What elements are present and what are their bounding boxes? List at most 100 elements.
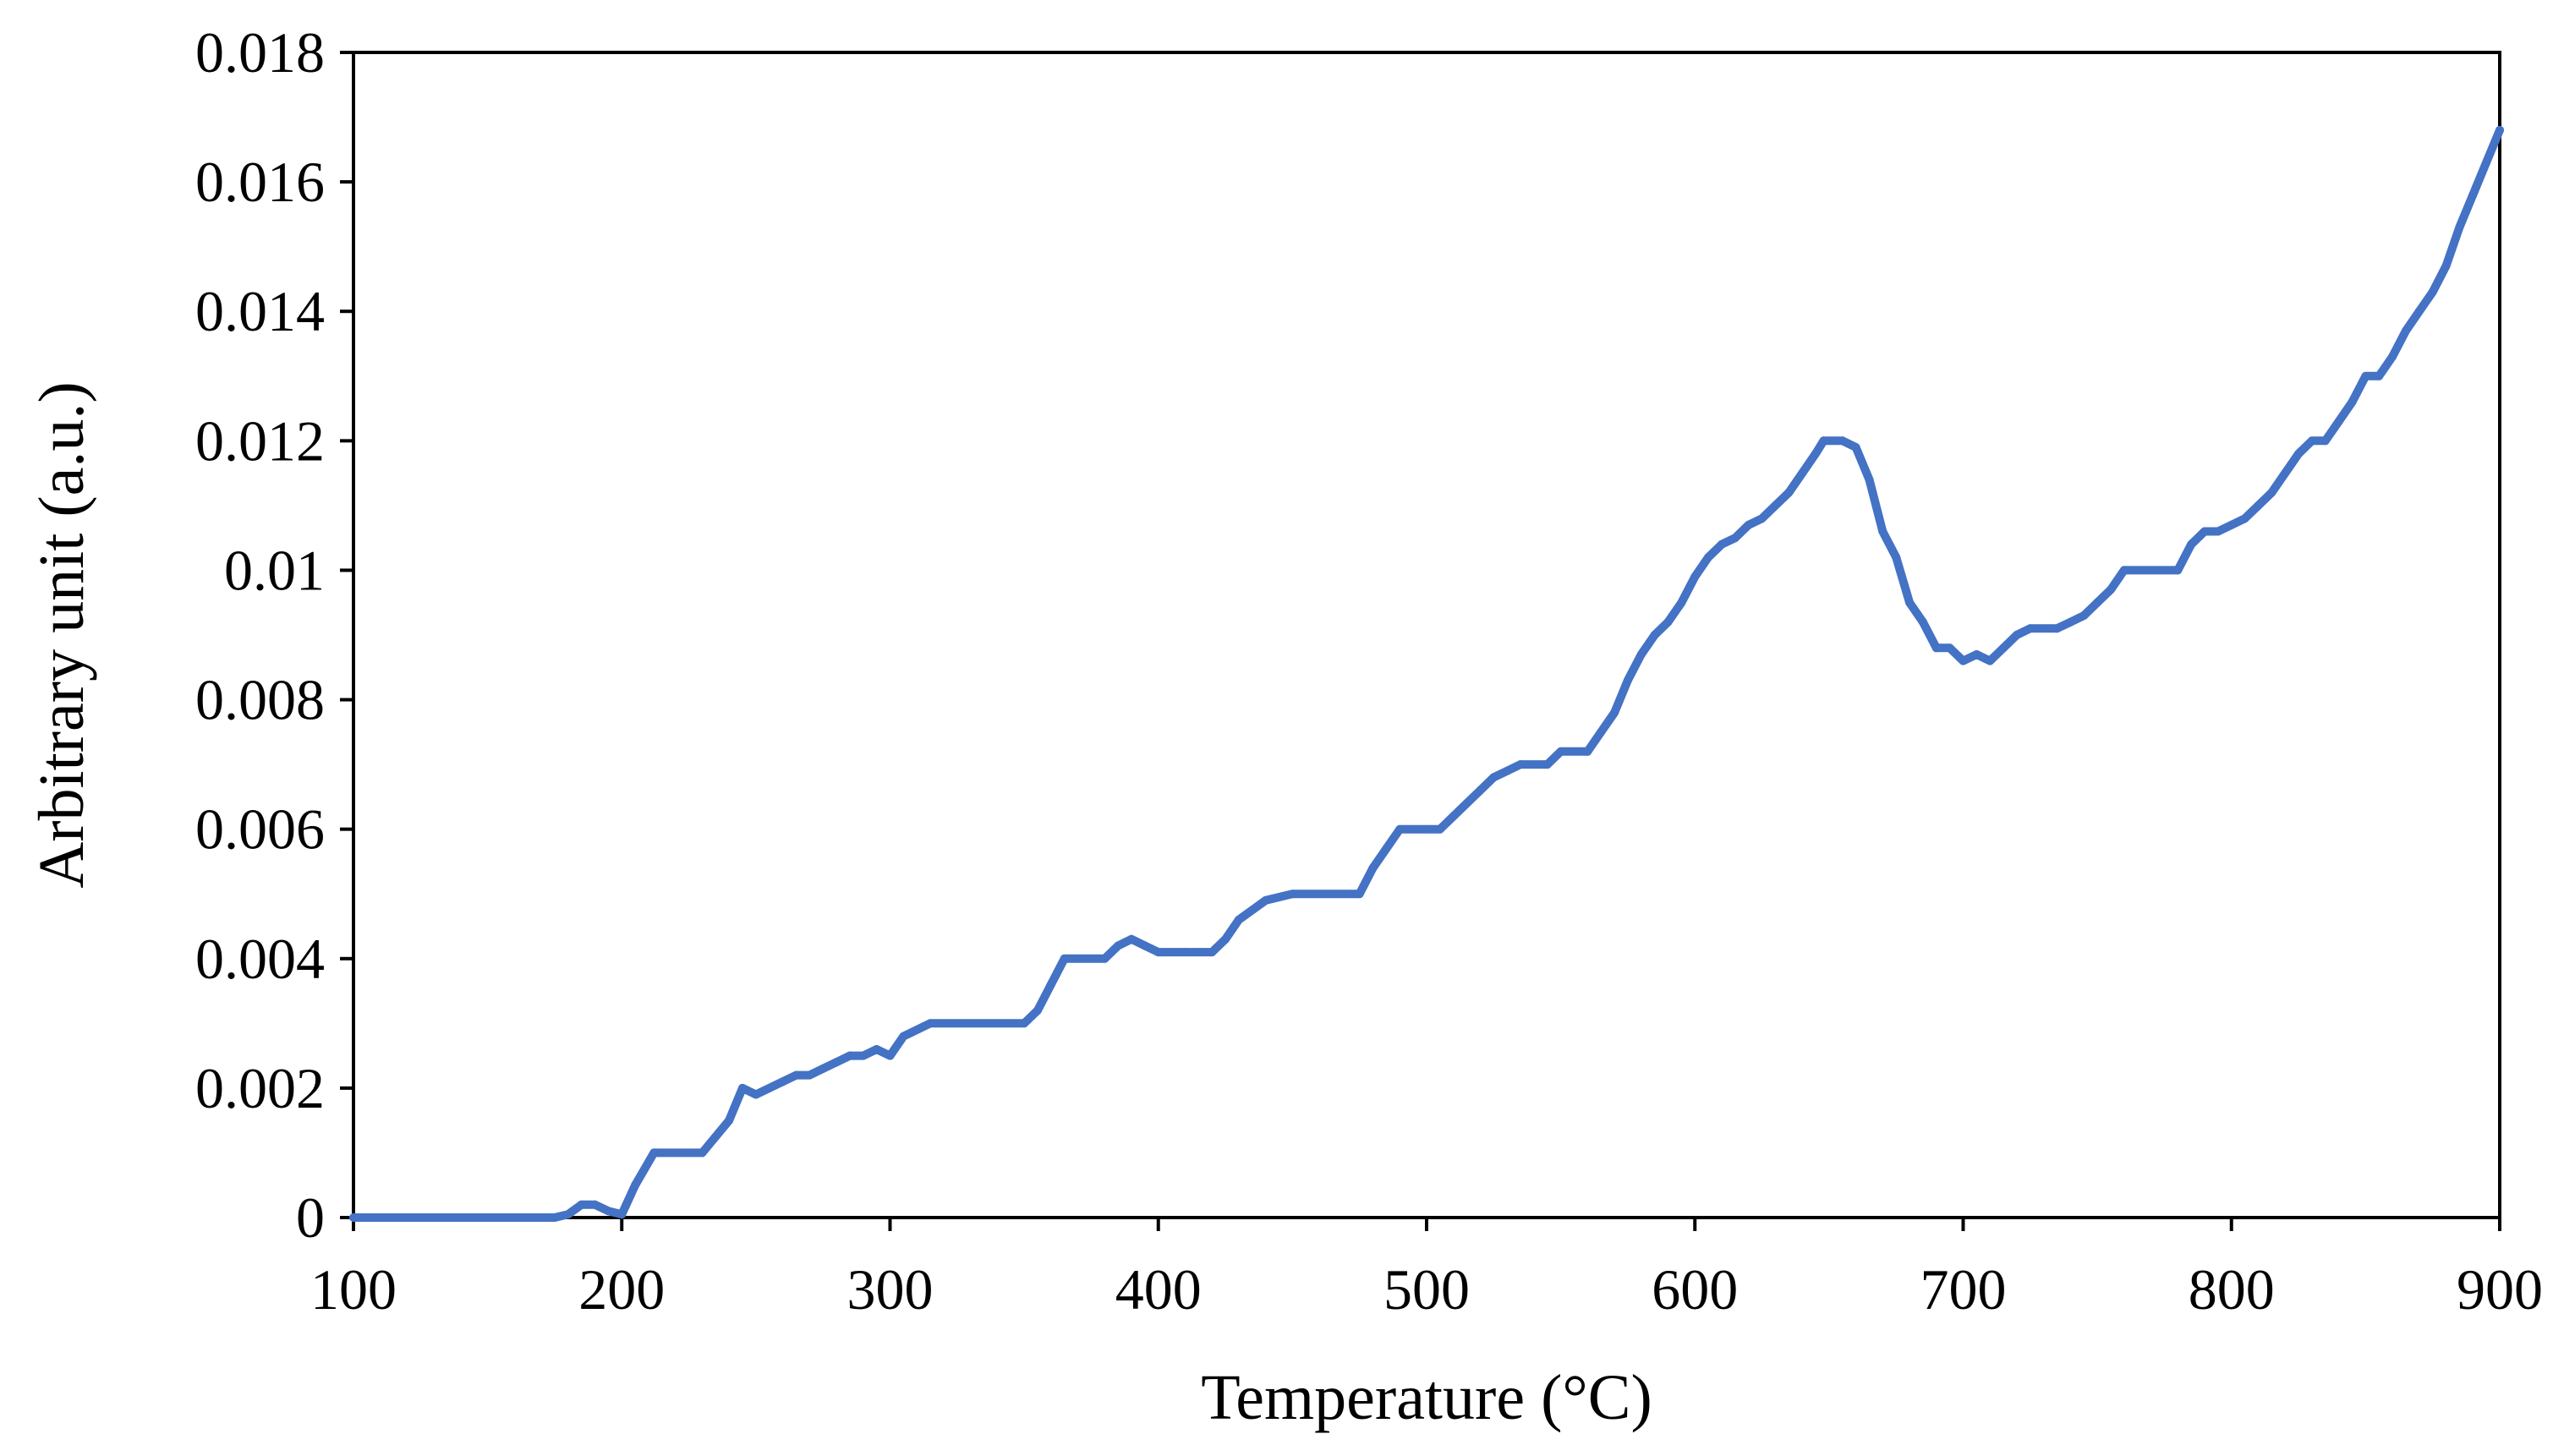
- data-point: [1610, 708, 1619, 717]
- data-point: [2428, 287, 2437, 297]
- data-point: [2402, 326, 2410, 336]
- data-point: [1288, 889, 1297, 899]
- data-point: [1556, 747, 1565, 756]
- data-point: [1435, 824, 1444, 834]
- data-point: [2320, 436, 2330, 446]
- data-point: [2213, 527, 2222, 536]
- data-point: [832, 1058, 841, 1067]
- data-point: [819, 1064, 828, 1073]
- y-axis: 0 0.002 0.004 0.006 0.008 0.01 0.012 0.014 0.016…: [195, 20, 353, 1250]
- data-point: [1597, 727, 1606, 736]
- y-axis-title: Arbitrary unit (a.u.): [26, 381, 97, 888]
- data-point: [2281, 468, 2290, 478]
- data-point: [563, 1210, 573, 1219]
- data-point: [2294, 449, 2304, 458]
- data-point: [1905, 598, 1915, 607]
- data-point: [1234, 915, 1243, 924]
- data-point: [1153, 948, 1163, 957]
- data-point: [1542, 760, 1552, 769]
- data-point: [2348, 397, 2357, 407]
- data-point: [885, 1051, 895, 1060]
- data-point: [1503, 766, 1512, 775]
- x-tick-label: 200: [578, 1257, 665, 1322]
- data-point: [1892, 553, 1901, 562]
- data-point: [2482, 158, 2491, 167]
- data-point: [1730, 534, 1739, 543]
- data-point: [2496, 125, 2504, 134]
- x-tick-label: 500: [1383, 1257, 1470, 1322]
- data-point: [1704, 553, 1713, 562]
- data-point: [2441, 261, 2451, 271]
- data-point: [2455, 222, 2464, 232]
- x-tick-label: 700: [1920, 1257, 2007, 1322]
- data-point: [1114, 941, 1123, 950]
- data-point: [604, 1207, 613, 1216]
- data-point: [2334, 417, 2343, 426]
- y-tick-label: 0.018: [195, 20, 325, 85]
- plot-area: [352, 51, 2501, 1219]
- data-point: [2240, 514, 2249, 523]
- data-point: [2066, 617, 2075, 627]
- x-axis: 100 200 300 400 500 600 700 800 900: [310, 1218, 2543, 1322]
- data-point: [1757, 514, 1767, 523]
- y-tick-label: 0.016: [195, 150, 325, 214]
- data-point: [926, 1019, 935, 1028]
- data-point: [2093, 598, 2102, 607]
- data-point: [2173, 566, 2183, 575]
- data-point: [1878, 527, 1887, 536]
- data-point: [1221, 934, 1230, 944]
- data-point: [349, 1213, 358, 1222]
- data-point: [2375, 371, 2384, 380]
- data-point: [2079, 611, 2089, 620]
- data-point: [2307, 436, 2316, 446]
- data-point: [1623, 676, 1632, 685]
- data-point: [1972, 650, 1981, 659]
- data-point: [2119, 566, 2128, 575]
- data-point: [1020, 1019, 1029, 1028]
- data-point: [631, 1180, 640, 1190]
- x-tick-label: 400: [1115, 1257, 1202, 1322]
- data-point: [1033, 1006, 1042, 1015]
- x-tick-label: 600: [1652, 1257, 1738, 1322]
- data-point: [1181, 948, 1190, 957]
- data-point: [2052, 624, 2062, 633]
- data-point: [872, 1045, 881, 1054]
- data-point: [1449, 812, 1458, 821]
- y-tick-label: 0.014: [195, 279, 325, 343]
- y-tick-label: 0: [296, 1185, 325, 1250]
- data-point: [2107, 585, 2115, 594]
- data-point: [2200, 527, 2209, 536]
- data-point: [1811, 449, 1820, 458]
- data-point: [590, 1200, 600, 1209]
- data-point: [1489, 773, 1498, 782]
- data-point: [698, 1148, 707, 1158]
- data-point: [649, 1148, 659, 1158]
- data-point: [1100, 954, 1109, 963]
- data-point: [577, 1200, 586, 1209]
- data-point: [1368, 863, 1378, 873]
- data-point: [1046, 980, 1055, 989]
- data-point: [1476, 785, 1485, 795]
- data-point: [1784, 488, 1794, 497]
- data-point: [1744, 520, 1753, 529]
- data-point: [738, 1083, 747, 1092]
- data-point: [1516, 760, 1525, 769]
- y-tick-label: 0.012: [195, 408, 325, 473]
- data-point: [725, 1116, 734, 1125]
- data-point: [1771, 501, 1780, 510]
- data-point: [2012, 631, 2021, 639]
- y-tick-label: 0.01: [224, 538, 325, 602]
- data-point: [1208, 948, 1217, 957]
- data-point: [1663, 617, 1673, 627]
- y-tick-label: 0.002: [195, 1056, 325, 1120]
- data-point: [1945, 643, 1954, 653]
- data-point: [1986, 656, 1995, 665]
- data-point: [751, 1090, 760, 1099]
- data-point: [858, 1051, 868, 1060]
- data-point: [2025, 624, 2035, 633]
- data-point: [1718, 539, 1726, 549]
- data-point: [1865, 475, 1874, 484]
- data-point: [778, 1077, 787, 1087]
- data-point: [1819, 436, 1828, 446]
